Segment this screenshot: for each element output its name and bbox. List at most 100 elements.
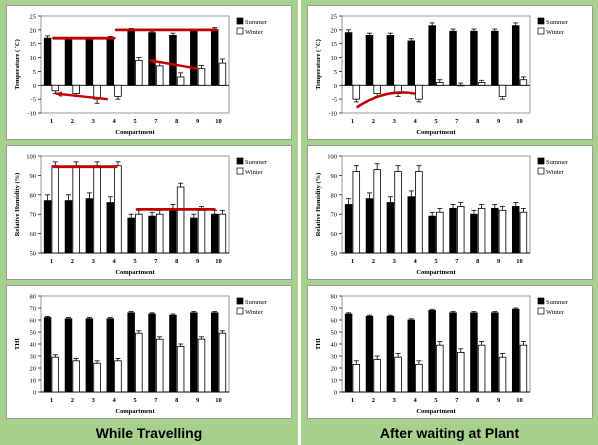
y-tick-label: 100 xyxy=(327,154,337,161)
x-axis-label: Compartment xyxy=(115,408,155,415)
legend-label: Winter xyxy=(245,169,264,176)
summer-bar xyxy=(511,206,520,254)
summer-bar xyxy=(190,217,198,254)
summer-legend-swatch xyxy=(236,157,244,165)
summer-bar xyxy=(85,318,94,393)
x-tick-label: 2 xyxy=(71,118,74,125)
winter-bar xyxy=(436,82,444,86)
winter-bar xyxy=(456,352,465,393)
x-tick-label: 3 xyxy=(92,258,96,265)
legend-label: Summer xyxy=(245,299,268,306)
summer-bar xyxy=(127,217,135,254)
x-tick-label: 5 xyxy=(133,258,137,265)
right-column-caption: After waiting at Plant xyxy=(379,425,520,441)
y-tick-label: 70 xyxy=(30,212,37,219)
legend-label: Summer xyxy=(546,19,569,26)
winter-bar xyxy=(352,364,361,393)
summer-legend-swatch xyxy=(236,17,244,25)
y-axis-label: THI xyxy=(315,338,322,350)
winter-bar xyxy=(51,356,60,393)
x-tick-label: 8 xyxy=(175,258,179,265)
legend-label: Summer xyxy=(546,299,569,306)
annotation-arrowhead xyxy=(55,91,63,98)
winter-bar xyxy=(135,213,143,254)
y-tick-label: 20 xyxy=(331,27,338,34)
summer-bar xyxy=(428,215,436,254)
winter-bar xyxy=(135,332,143,393)
x-tick-label: 4 xyxy=(413,118,417,125)
winter-bar xyxy=(456,84,465,87)
thi-plant-chart: 0 10 20 30 40 50 60 70 80 1 2 3 4 5 7 8 9 10 THI Compartmen… xyxy=(315,294,569,416)
summer-bar xyxy=(365,198,374,254)
y-tick-label: -10 xyxy=(328,111,337,118)
summer-bar xyxy=(106,202,115,254)
winter-bar xyxy=(394,356,402,393)
winter-bar xyxy=(456,206,465,254)
x-tick-label: 3 xyxy=(92,397,96,404)
y-tick-label: 20 xyxy=(30,27,37,34)
x-tick-label: 9 xyxy=(196,118,200,125)
y-tick-label: 100 xyxy=(26,154,36,161)
legend: Summer Winter xyxy=(537,297,569,316)
summer-bar xyxy=(407,196,416,254)
legend-label: Winter xyxy=(546,309,565,316)
legend-label: Summer xyxy=(245,19,268,26)
legend-label: Summer xyxy=(245,159,268,166)
winter-bar xyxy=(197,338,206,393)
y-tick-label: 5 xyxy=(33,69,36,76)
winter-bar xyxy=(135,59,143,86)
x-tick-label: 7 xyxy=(154,258,158,265)
annotation-arc xyxy=(355,91,416,109)
winter-bar xyxy=(93,362,101,393)
winter-bar xyxy=(176,76,185,86)
y-tick-label: 30 xyxy=(30,354,37,361)
winter-bar xyxy=(114,84,122,97)
summer-bar xyxy=(190,30,198,86)
y-tick-label: -10 xyxy=(27,111,36,118)
summer-bar xyxy=(210,29,219,86)
summer-bar xyxy=(491,30,499,86)
winter-bar xyxy=(415,84,423,100)
summer-bar xyxy=(344,32,353,86)
summer-bar xyxy=(428,25,436,86)
winter-bar xyxy=(114,165,122,254)
y-tick-label: 60 xyxy=(331,231,338,238)
x-tick-label: 5 xyxy=(434,118,438,125)
summer-bar xyxy=(470,213,478,254)
winter-bar xyxy=(51,165,60,254)
summer-bar xyxy=(386,34,395,86)
summer-bar xyxy=(386,202,395,254)
temperature-plant-panel: -10 -5 0 5 10 15 20 25 1 2 3 4 5 7 8 9 10 Temperature ( ˚… xyxy=(307,5,593,140)
summer-bar xyxy=(43,200,52,254)
y-tick-label: 70 xyxy=(331,306,338,313)
y-tick-label: 50 xyxy=(331,251,338,258)
legend: Summer Winter xyxy=(537,17,569,36)
x-tick-label: 4 xyxy=(112,258,116,265)
summer-bar xyxy=(85,198,94,254)
winter-bar xyxy=(72,165,80,254)
summer-bar xyxy=(169,34,177,86)
summer-legend-swatch xyxy=(236,297,244,305)
winter-bar xyxy=(72,360,80,393)
y-tick-label: 90 xyxy=(30,173,37,180)
y-axis-label: Relative Humidity (%) xyxy=(315,173,322,237)
x-tick-label: 9 xyxy=(196,258,200,265)
x-tick-label: 4 xyxy=(112,397,116,404)
y-tick-label: 80 xyxy=(30,294,37,301)
thi-travel-chart: 0 10 20 30 40 50 60 70 80 1 2 3 4 5 7 8 9 10 THI Compartmen… xyxy=(14,294,268,416)
summer-bar xyxy=(210,312,219,393)
x-axis-label: Compartment xyxy=(416,129,456,136)
summer-bar xyxy=(148,313,156,393)
plot-area xyxy=(40,155,230,254)
x-tick-label: 3 xyxy=(92,118,96,125)
y-tick-label: 80 xyxy=(331,192,338,199)
winter-bar xyxy=(436,344,444,393)
x-tick-label: 8 xyxy=(175,397,179,404)
thi-plant-panel: 0 10 20 30 40 50 60 70 80 1 2 3 4 5 7 8 9 10 THI Compartmen… xyxy=(307,285,593,419)
summer-bar xyxy=(365,34,374,86)
legend: Summer Winter xyxy=(236,157,268,176)
winter-bar xyxy=(519,211,528,254)
legend-label: Winter xyxy=(245,309,264,316)
summer-bar xyxy=(344,313,353,393)
winter-legend-swatch xyxy=(236,307,244,315)
